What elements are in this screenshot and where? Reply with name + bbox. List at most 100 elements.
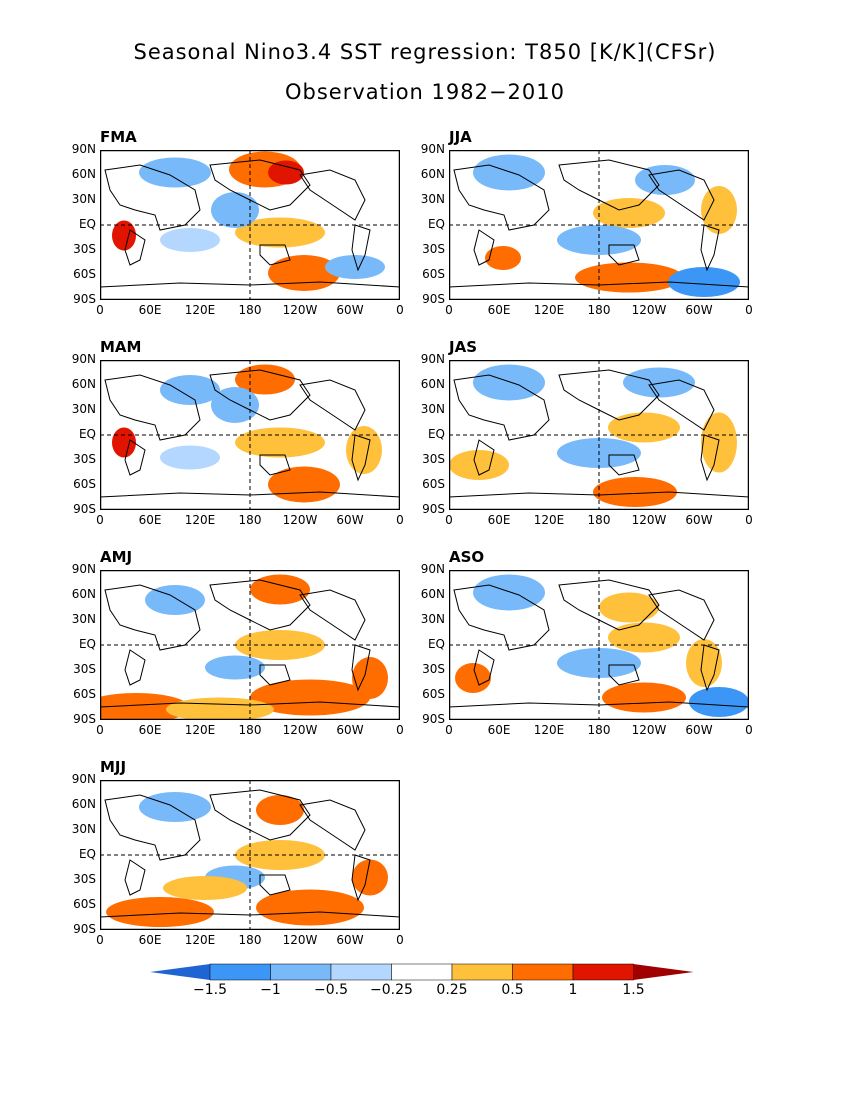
coastline [700, 644, 720, 692]
lat-tick-label: 30N [420, 192, 445, 206]
coastline [209, 789, 311, 841]
lat-tick-label: 90N [420, 352, 445, 366]
lon-tick-label: 120W [282, 933, 318, 947]
colorbar-tick-label: 1 [568, 982, 578, 998]
lat-tick-label: EQ [427, 637, 445, 651]
contour-fill [668, 267, 740, 297]
lat-tick-label: 90S [73, 292, 96, 306]
lat-tick-label: EQ [78, 637, 96, 651]
lat-tick-label: EQ [78, 427, 96, 441]
contour-fill [100, 693, 190, 720]
colorbar-segment [512, 963, 574, 981]
lon-tick-label: 60E [138, 513, 162, 527]
coastline [473, 439, 495, 476]
colorbar-tick-label: 0.25 [436, 982, 468, 998]
contour-fill [352, 657, 388, 699]
contour-fill [352, 859, 388, 896]
lat-tick-label: 90N [71, 142, 96, 156]
panel-label: ASO [449, 548, 485, 566]
contour-fill [211, 387, 259, 423]
coastline [124, 859, 146, 896]
lon-tick-label: 120E [533, 303, 565, 317]
coastline [104, 794, 201, 861]
lat-tick-label: 60S [422, 267, 445, 281]
coastline [648, 379, 715, 431]
map-panel [449, 150, 749, 300]
lat-tick-label: 60N [71, 587, 96, 601]
coastline [473, 649, 495, 686]
lon-tick-label: 60E [138, 933, 162, 947]
coastline [700, 434, 720, 482]
contour-fill [635, 165, 695, 195]
contour-fill [557, 225, 641, 255]
map-frame [100, 360, 400, 510]
lat-tick-label: EQ [427, 217, 445, 231]
coastline [209, 579, 311, 631]
contour-fill [593, 477, 677, 507]
coastline [558, 159, 660, 211]
panel-label: JAS [449, 338, 477, 356]
lat-tick-label: 90S [422, 712, 445, 726]
lat-tick-label: 90N [71, 772, 96, 786]
lat-tick-label: EQ [78, 217, 96, 231]
lon-tick-label: 120E [184, 513, 216, 527]
contour-fill [139, 157, 211, 188]
lat-tick-label: 60S [73, 687, 96, 701]
lat-tick-label: 30S [422, 452, 445, 466]
map-panel [100, 150, 400, 300]
contour-fill [623, 367, 695, 398]
lon-tick-label: 60W [685, 303, 713, 317]
lat-tick-label: 90S [422, 292, 445, 306]
lon-tick-label: 0 [96, 513, 104, 527]
contour-fill [235, 840, 325, 870]
lon-tick-label: 120W [631, 723, 667, 737]
colorbar-segment [330, 963, 392, 981]
contour-fill [455, 663, 491, 693]
contour-fill [250, 679, 370, 716]
lat-tick-label: 30N [420, 402, 445, 416]
lon-tick-label: 0 [745, 513, 753, 527]
contour-fill [689, 687, 749, 717]
colorbar-segment [572, 963, 634, 981]
contour-fill [686, 639, 722, 687]
coastline [453, 584, 550, 651]
coastline [259, 454, 291, 476]
lat-tick-label: 60S [422, 477, 445, 491]
coastline [259, 664, 291, 686]
lon-tick-label: 60E [138, 723, 162, 737]
contour-fill [205, 655, 265, 680]
contour-fill [485, 246, 521, 270]
contour-fill [112, 427, 136, 458]
colorbar-tick-label: −0.5 [314, 982, 348, 998]
lat-tick-label: 30S [73, 872, 96, 886]
lat-tick-label: 60N [420, 377, 445, 391]
map-panel [100, 780, 400, 930]
antarctica-coastline [449, 701, 749, 708]
lon-tick-label: 120E [533, 513, 565, 527]
contour-fill [235, 427, 325, 458]
lon-tick-label: 60W [685, 723, 713, 737]
contour-fill [602, 682, 686, 713]
map-frame [449, 570, 749, 720]
lat-tick-label: EQ [78, 847, 96, 861]
coastline [104, 374, 201, 441]
lon-tick-label: 180 [587, 303, 611, 317]
lon-tick-label: 120W [631, 513, 667, 527]
map-frame [449, 360, 749, 510]
coastline [104, 164, 201, 231]
contour-fill [163, 876, 247, 900]
contour-fill [235, 364, 295, 395]
lat-tick-label: 60S [73, 477, 96, 491]
lat-tick-label: 90N [71, 352, 96, 366]
coastline [124, 439, 146, 476]
lat-tick-label: 30N [71, 192, 96, 206]
contour-fill [473, 364, 545, 401]
lat-tick-label: 60S [73, 267, 96, 281]
coastline [351, 434, 371, 482]
lon-tick-label: 120W [282, 303, 318, 317]
lat-tick-label: 90S [73, 502, 96, 516]
lat-tick-label: 30N [420, 612, 445, 626]
coastline [299, 169, 366, 221]
contour-fill [250, 574, 310, 605]
colorbar-segment [391, 963, 453, 981]
